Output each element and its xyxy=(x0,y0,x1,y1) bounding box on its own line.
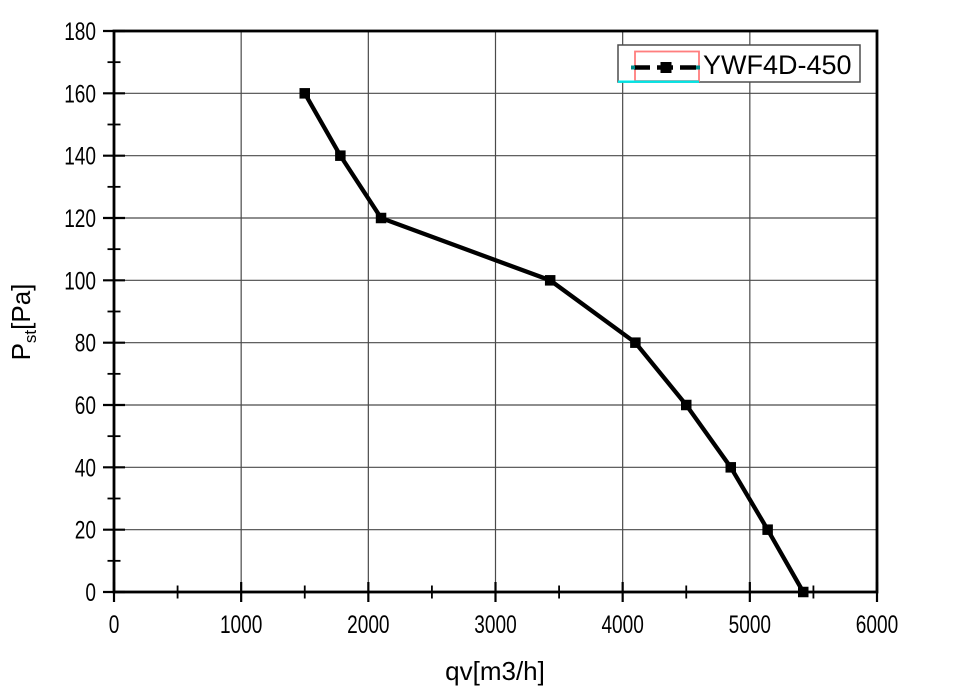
data-point-marker xyxy=(335,150,346,161)
data-point-marker xyxy=(725,462,737,473)
x-tick-label: 5000 xyxy=(729,611,771,639)
y-axis-title-unit: [Pa] xyxy=(6,284,36,330)
gridlines xyxy=(114,31,877,592)
y-axis-title-main: P xyxy=(6,343,36,360)
y-tick-label: 60 xyxy=(75,392,96,420)
x-tick-label: 4000 xyxy=(601,611,643,639)
y-axis-title-subscript: st xyxy=(21,330,40,344)
data-point-marker xyxy=(797,586,809,598)
legend-selection-handle-left[interactable] xyxy=(631,65,635,70)
x-tick-label: 2000 xyxy=(347,611,389,639)
y-tick-label: 20 xyxy=(75,517,96,545)
x-axis-title: qv[m3/h] xyxy=(445,656,545,686)
y-tick-label: 80 xyxy=(75,330,96,358)
y-tick-label: 140 xyxy=(64,143,96,171)
y-tick-label: 40 xyxy=(75,454,96,482)
y-tick-labels: 0 20 40 60 80 100 120 140 160 180 xyxy=(64,18,96,607)
x-tick-label: 0 xyxy=(109,611,120,639)
y-axis-title: Pst[Pa] xyxy=(6,284,40,361)
x-tick-labels: 0 1000 2000 3000 4000 5000 6000 xyxy=(109,611,899,639)
y-tick-label: 100 xyxy=(64,267,96,295)
y-tick-label: 160 xyxy=(64,80,96,108)
x-tick-label: 1000 xyxy=(220,611,262,639)
x-tick-label: 3000 xyxy=(474,611,516,639)
legend-selection-handle-right[interactable] xyxy=(696,65,700,70)
y-tick-label: 0 xyxy=(85,579,96,607)
data-point-marker xyxy=(630,337,641,348)
legend-marker-sample xyxy=(660,62,672,73)
y-tick-label: 120 xyxy=(64,205,96,233)
data-point-marker xyxy=(299,88,310,99)
legend-label[interactable]: YWF4D-450 xyxy=(703,50,852,80)
data-point-marker xyxy=(544,275,556,286)
y-tick-label: 180 xyxy=(64,18,96,46)
x-tick-label: 6000 xyxy=(856,611,898,639)
legend[interactable]: YWF4D-450 xyxy=(617,44,861,83)
data-point-marker xyxy=(375,212,387,224)
series-ywf4d-450 xyxy=(299,88,809,598)
data-point-marker xyxy=(681,399,692,411)
data-point-marker xyxy=(762,524,773,535)
axis-ticks xyxy=(103,29,879,602)
